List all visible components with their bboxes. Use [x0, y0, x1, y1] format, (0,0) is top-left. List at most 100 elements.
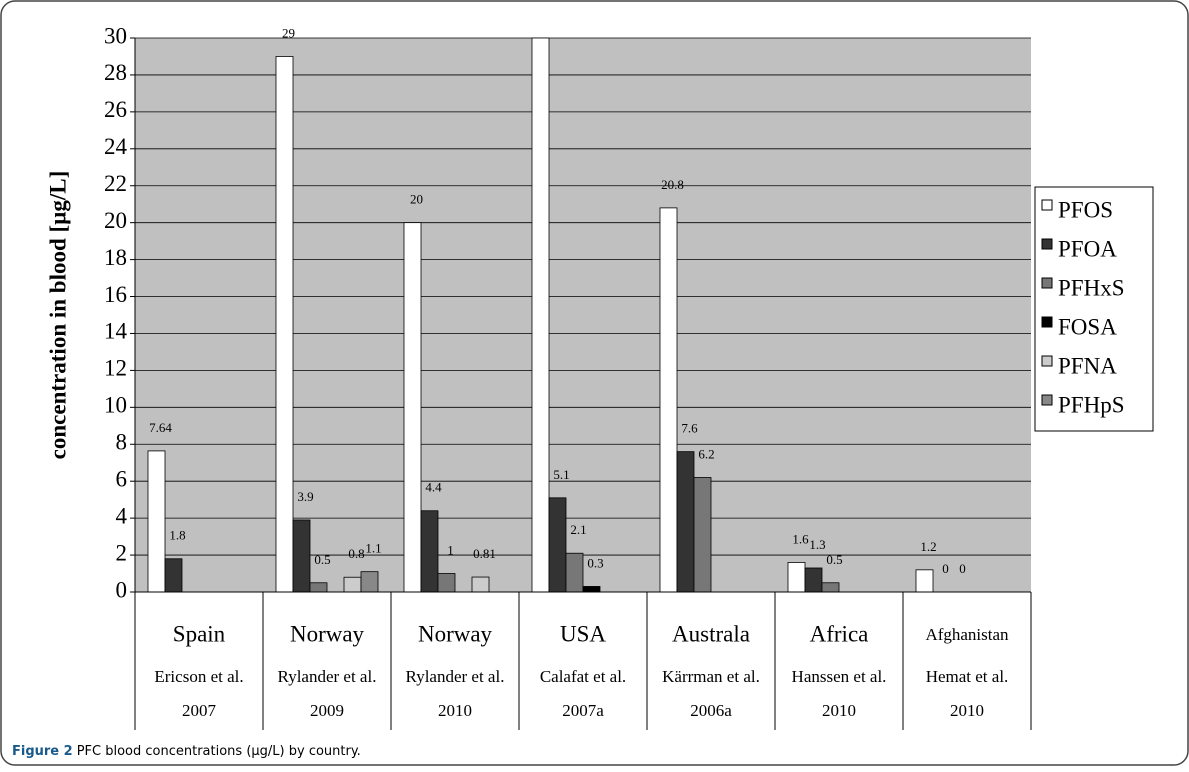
reference-box: Hanssen et al. 2010	[791, 667, 887, 720]
reference-label: Rylander et al. 2010	[405, 667, 505, 720]
reference-label: Ericson et al. 2007	[154, 667, 244, 720]
y-axis-label: concentration in blood [µg/L]	[45, 171, 70, 460]
data-label: 2.1	[570, 522, 586, 537]
y-tick-label: 26	[104, 97, 127, 122]
y-tick-label: 8	[116, 430, 128, 455]
reference-box: Kärrman et al. 2006a	[662, 667, 760, 720]
legend-label: PFOS	[1058, 197, 1113, 222]
legend-label: PFNA	[1058, 353, 1117, 378]
legend-swatch	[1041, 199, 1053, 211]
reference-box: Rylander et al. 2009	[277, 667, 377, 720]
data-label: 1.6	[792, 531, 809, 546]
data-label: 0.5	[314, 552, 330, 567]
bar	[471, 576, 490, 593]
reference-box: Calafat et al. 2007a	[539, 667, 627, 720]
data-label: 0.81	[473, 546, 496, 561]
data-label: 0.5	[826, 552, 842, 567]
reference-box: Hemat et al. 2010	[925, 667, 1009, 720]
reference-label: Hemat et al. 2010	[925, 667, 1009, 720]
y-tick-label: 24	[104, 134, 128, 159]
legend-swatch	[1041, 277, 1053, 289]
bar	[693, 477, 712, 593]
y-tick-label: 6	[116, 466, 128, 491]
bar	[360, 571, 379, 593]
bar	[676, 451, 695, 593]
data-label: 20.8	[661, 177, 684, 192]
legend-swatch	[1041, 355, 1053, 367]
x-tick-label: Norway	[418, 621, 493, 646]
bar	[659, 207, 678, 593]
x-tick-label: Australa	[672, 621, 750, 646]
bar	[420, 510, 439, 593]
legend-swatch	[1041, 238, 1053, 250]
y-tick-label: 30	[104, 23, 127, 48]
caption: Figure 2 PFC blood concentrations (µg/L) …	[12, 744, 361, 759]
data-label: 4.4	[425, 480, 442, 495]
bar	[821, 582, 840, 593]
data-label: 7.6	[681, 421, 698, 436]
bar	[147, 450, 166, 593]
reference-box: Rylander et al. 2010	[405, 667, 505, 720]
legend-label: PFHpS	[1058, 392, 1124, 417]
y-tick-label: 14	[104, 319, 128, 344]
bar	[531, 37, 550, 593]
bar	[787, 562, 806, 593]
x-tick-label: Africa	[810, 621, 869, 646]
y-tick-label: 12	[104, 356, 127, 381]
y-tick-label: 10	[104, 393, 127, 418]
data-label: 1	[447, 543, 454, 558]
data-label: 3.9	[297, 489, 313, 504]
x-tick-label: Spain	[173, 621, 226, 646]
data-label: 20	[410, 192, 423, 207]
reference-box: Ericson et al. 2007	[154, 667, 244, 720]
bar	[164, 558, 183, 593]
legend-label: PFHxS	[1058, 275, 1124, 300]
caption-label: Figure 2	[12, 744, 73, 759]
data-label: 6.2	[698, 446, 714, 461]
data-label: 0.3	[587, 555, 603, 570]
y-tick-label: 28	[104, 60, 127, 85]
bar	[437, 573, 456, 593]
data-label: 7.64	[149, 420, 172, 435]
data-label: 1.3	[809, 537, 825, 552]
y-tick-label: 2	[116, 540, 128, 565]
x-tick-label: USA	[560, 621, 606, 646]
x-tick-label: Afghanistan	[925, 625, 1009, 644]
data-label: 5.1	[553, 467, 569, 482]
data-label: 0	[942, 561, 949, 576]
bar	[804, 567, 823, 593]
legend-swatch	[1041, 394, 1053, 406]
y-tick-label: 20	[104, 208, 127, 233]
legend-label: FOSA	[1058, 314, 1117, 339]
data-label: 0.8	[348, 546, 364, 561]
reference-label: Hanssen et al. 2010	[791, 667, 887, 720]
bar	[548, 497, 567, 593]
data-label: 29	[282, 25, 295, 40]
y-tick-label: 0	[116, 577, 128, 602]
bar	[292, 519, 311, 593]
caption-text: PFC blood concentrations (µg/L) by count…	[77, 744, 361, 759]
plot-area	[135, 38, 1031, 592]
y-tick-label: 4	[116, 503, 128, 528]
data-label: 0	[959, 561, 966, 576]
bar	[343, 576, 362, 593]
data-label: 1.8	[169, 528, 185, 543]
bar	[565, 552, 584, 593]
bar	[915, 569, 934, 593]
reference-label: Kärrman et al. 2006a	[662, 667, 760, 720]
bar	[582, 586, 601, 593]
reference-label: Rylander et al. 2009	[277, 667, 377, 720]
bar	[403, 222, 422, 593]
data-label: 1.2	[920, 539, 936, 554]
y-tick-label: 18	[104, 245, 127, 270]
reference-label: Calafat et al. 2007a	[539, 667, 627, 720]
bar	[309, 582, 328, 593]
x-tick-label: Norway	[290, 621, 365, 646]
data-label: 1.1	[365, 541, 381, 556]
legend-swatch	[1041, 316, 1053, 328]
legend-label: PFOA	[1058, 236, 1117, 261]
legend-box	[1034, 186, 1154, 432]
bar	[275, 56, 294, 593]
y-tick-label: 22	[104, 171, 127, 196]
